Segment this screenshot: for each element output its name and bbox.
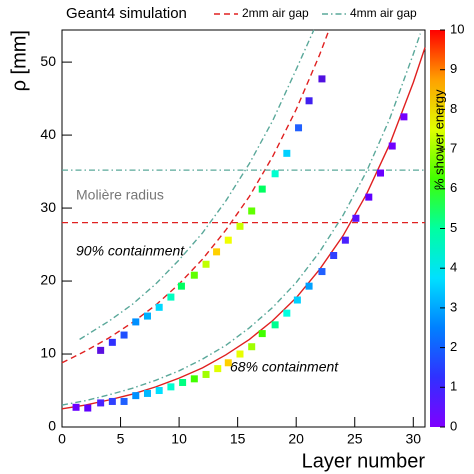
data-point <box>167 293 175 301</box>
legend-label: 2mm air gap <box>242 6 309 20</box>
data-point <box>108 397 116 405</box>
data-point <box>177 282 185 290</box>
data-point <box>120 397 128 405</box>
data-point <box>318 268 326 276</box>
data-point <box>179 378 187 386</box>
x-tick-label: 30 <box>406 431 422 447</box>
data-point <box>72 403 80 411</box>
data-point <box>271 321 279 329</box>
fit-curve <box>61 47 426 410</box>
colorbar-tick-label: 1 <box>450 379 457 394</box>
data-point <box>236 350 244 358</box>
chart-title: Geant4 simulation <box>66 5 187 22</box>
x-tick-label: 0 <box>58 431 66 447</box>
data-point <box>155 303 163 311</box>
plot-frame <box>61 29 426 428</box>
data-point <box>341 236 349 244</box>
legend-label: 4mm air gap <box>350 6 417 20</box>
y-axis-label: ρ [mm] <box>8 30 30 91</box>
data-point <box>132 318 140 326</box>
annotation: 90% containment <box>76 243 185 259</box>
data-point <box>143 312 151 320</box>
data-point <box>84 404 92 412</box>
data-point <box>352 214 360 222</box>
colorbar-tick-label: 7 <box>450 141 457 156</box>
data-point <box>167 383 175 391</box>
x-tick-label: 20 <box>288 431 304 447</box>
x-tick-label: 15 <box>230 431 246 447</box>
colorbar-tick-label: 5 <box>450 220 457 235</box>
data-point <box>400 113 408 121</box>
colorbar-tick-label: 10 <box>450 21 464 36</box>
data-point <box>214 365 222 373</box>
colorbar <box>430 30 445 427</box>
fit-curve <box>61 29 330 364</box>
data-point <box>108 338 116 346</box>
data-point <box>155 387 163 395</box>
data-point <box>224 236 232 244</box>
y-tick-label: 30 <box>40 199 56 215</box>
data-point <box>143 389 151 397</box>
fit-curve <box>79 29 315 340</box>
y-tick-label: 20 <box>40 272 56 288</box>
data-point <box>377 169 385 177</box>
data-point <box>305 97 313 105</box>
data-point <box>190 271 198 279</box>
y-tick-label: 10 <box>40 345 56 361</box>
data-point <box>283 309 291 317</box>
data-point <box>258 185 266 193</box>
data-point <box>258 330 266 338</box>
data-point <box>120 331 128 339</box>
data-point <box>305 282 313 290</box>
data-point <box>271 170 279 178</box>
x-axis-label: Layer number <box>302 450 426 472</box>
data-point <box>293 296 301 304</box>
data-point <box>97 399 105 407</box>
data-point <box>283 149 291 157</box>
colorbar-tick-label: 9 <box>450 61 457 76</box>
data-point <box>248 207 256 215</box>
data-point <box>388 142 396 150</box>
data-point <box>132 392 140 400</box>
data-point <box>97 346 105 354</box>
x-tick-label: 25 <box>347 431 363 447</box>
y-tick-label: 0 <box>48 418 56 434</box>
colorbar-label: % shower energy <box>431 89 446 190</box>
data-point <box>202 370 210 378</box>
data-point <box>318 75 326 83</box>
colorbar-tick-label: 4 <box>450 260 457 275</box>
data-point <box>248 343 256 351</box>
data-point <box>224 359 232 367</box>
x-tick-label: 5 <box>117 431 125 447</box>
data-point <box>365 193 373 201</box>
colorbar-tick-label: 8 <box>450 101 457 116</box>
data-point <box>202 260 210 268</box>
colorbar-tick-label: 3 <box>450 299 457 314</box>
y-tick-label: 50 <box>40 53 56 69</box>
data-point <box>236 222 244 230</box>
data-point <box>330 252 338 260</box>
data-point <box>213 248 221 256</box>
fit-curve <box>61 33 421 406</box>
data-point <box>190 375 198 383</box>
data-point <box>295 124 303 132</box>
colorbar-tick-label: 0 <box>450 418 457 433</box>
annotation: Molière radius <box>76 187 164 203</box>
y-tick-label: 40 <box>40 126 56 142</box>
annotation: 68% containment <box>230 359 339 375</box>
colorbar-tick-label: 2 <box>450 339 457 354</box>
colorbar-tick-label: 6 <box>450 180 457 195</box>
x-tick-label: 10 <box>171 431 187 447</box>
